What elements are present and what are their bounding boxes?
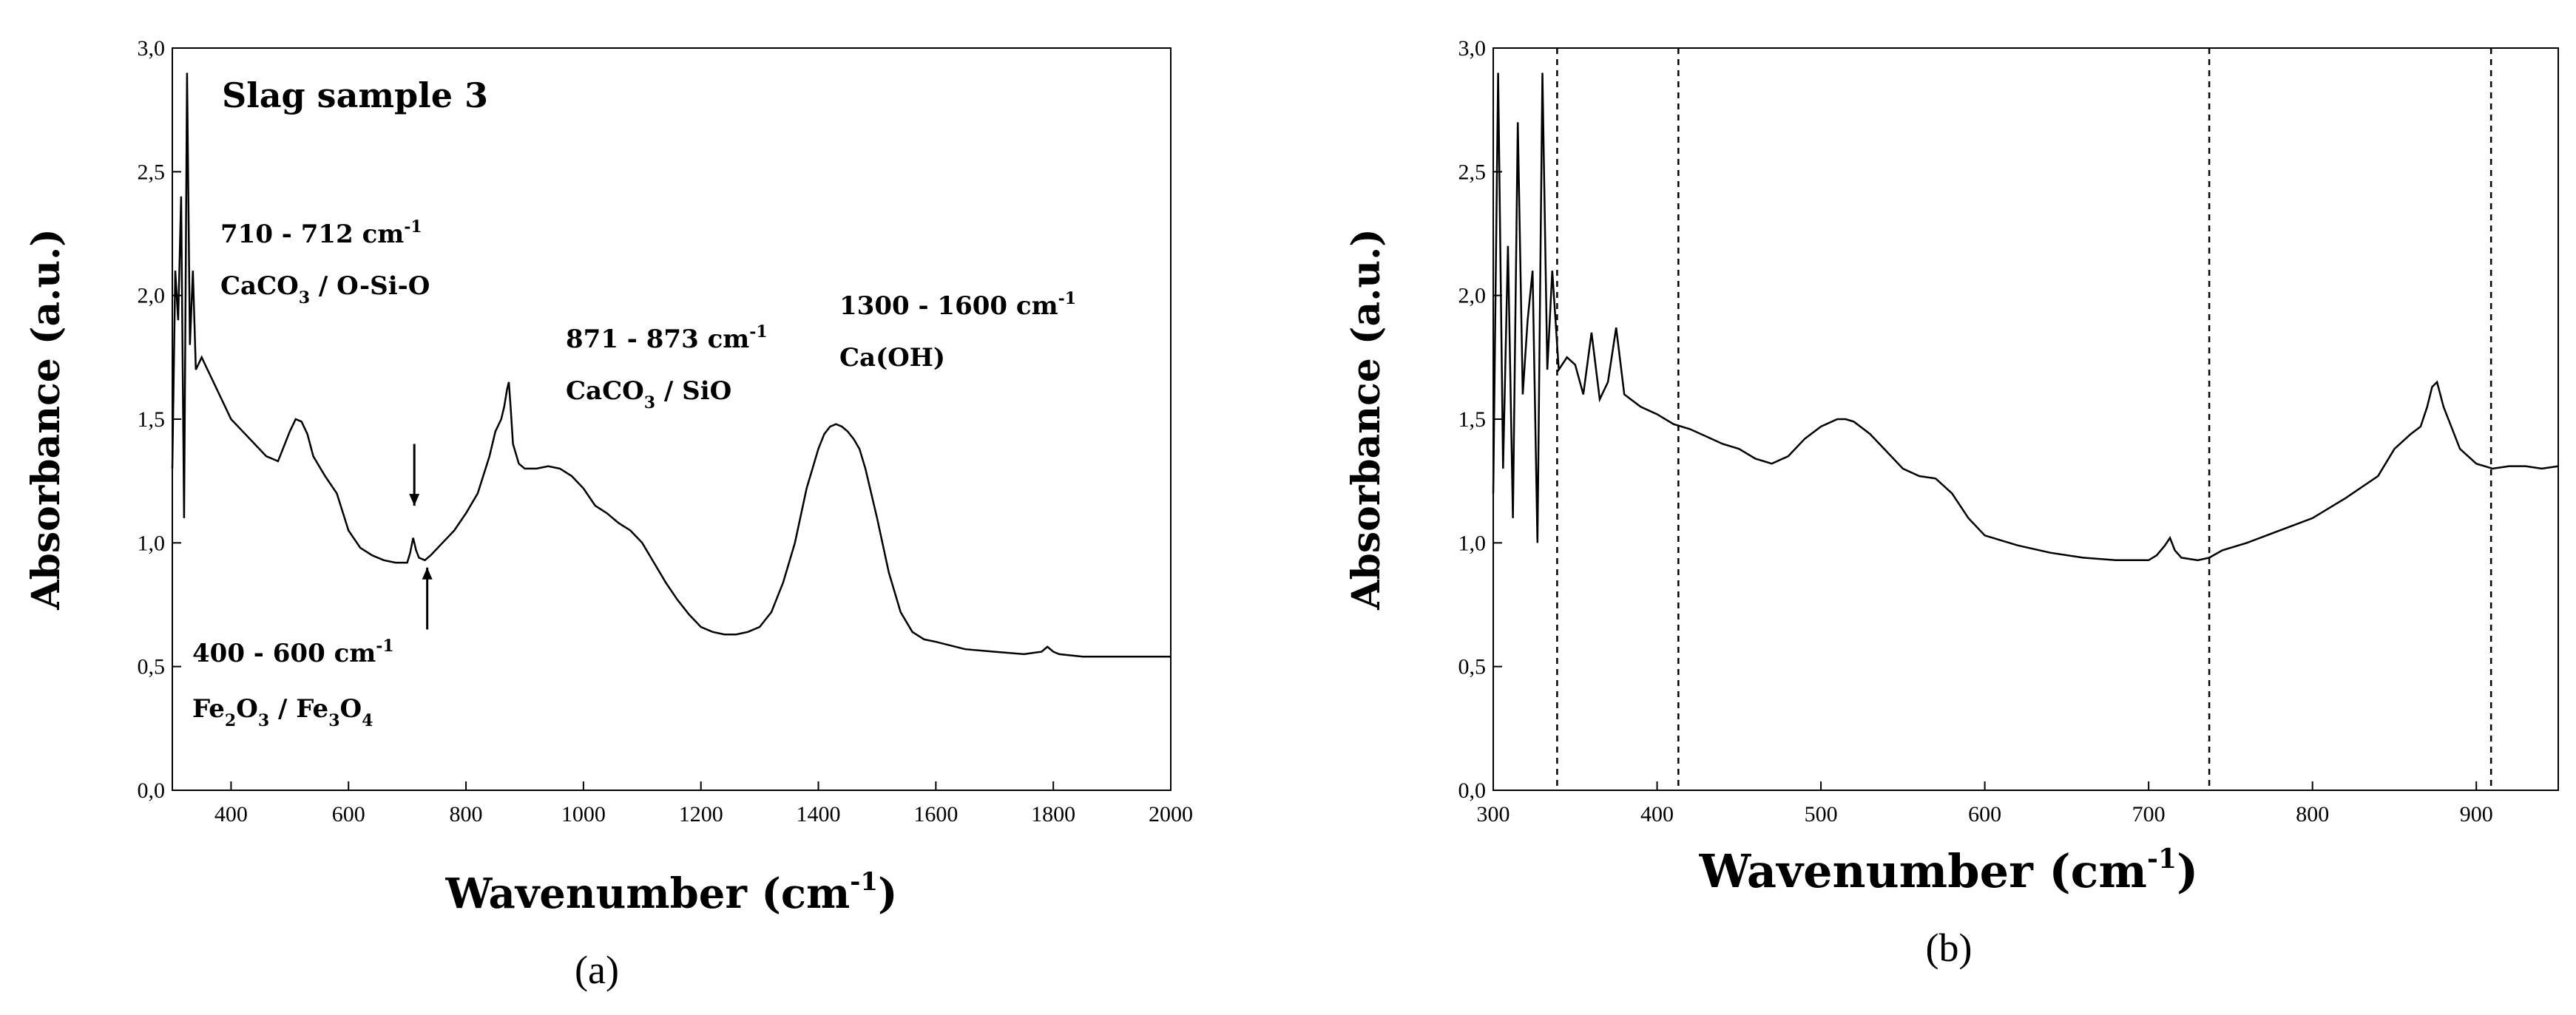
annotation-400-o: O bbox=[236, 694, 258, 724]
svg-text:CaCO3 / SiO: CaCO3 / SiO bbox=[566, 376, 731, 413]
annotation-1300-line1: 1300 - 1600 cm bbox=[839, 291, 1058, 321]
chart-b-x-tick-label: 300 bbox=[1477, 802, 1510, 826]
annotation-400-fe: Fe bbox=[192, 694, 225, 724]
annotation-1300-sup: -1 bbox=[1058, 289, 1076, 308]
chart-a-y-tick-label: 0,0 bbox=[138, 778, 166, 803]
annotation-400-sub1: 2 bbox=[225, 711, 236, 730]
chart-a: 0,0 0,5 1,0 1,5 2,0 2,5 3,0 400 600 800 1000 1200 1… bbox=[24, 36, 1193, 992]
chart-a-plot-frame bbox=[172, 47, 1172, 791]
chart-a-arrow-head bbox=[409, 494, 420, 506]
chart-a-annotation-710: 710 - 712 cm-1 CaCO3 / O-Si-O bbox=[220, 217, 430, 308]
chart-b-y-ticks: 0,0 0,5 1,0 1,5 2,0 2,5 3,0 bbox=[1458, 36, 1502, 803]
chart-a-y-tick-label: 2,5 bbox=[138, 160, 166, 184]
chart-b-y-tick-label: 2,5 bbox=[1458, 160, 1487, 184]
chart-a-x-axis-label-main: Wavenumber (cm bbox=[444, 869, 850, 918]
annotation-871-sup: -1 bbox=[749, 322, 767, 342]
chart-b-x-axis-label: Wavenumber (cm-1) bbox=[1699, 843, 2199, 898]
annotation-710-sup: -1 bbox=[404, 217, 422, 237]
chart-a-title: Slag sample 3 bbox=[222, 75, 488, 115]
chart-b-x-tick-label: 600 bbox=[1968, 802, 2001, 826]
annotation-400-o2: O bbox=[340, 694, 362, 724]
chart-b-y-tick-label: 3,0 bbox=[1458, 36, 1487, 61]
chart-b-x-tick-label: 700 bbox=[2132, 802, 2166, 826]
chart-a-annotation-1300: 1300 - 1600 cm-1 Ca(OH) bbox=[839, 289, 1076, 373]
chart-a-x-ticks: 400 600 800 1000 1200 1400 1600 1800 2000 bbox=[214, 781, 1193, 826]
chart-a-x-tick-label: 1600 bbox=[913, 802, 958, 826]
annotation-871-line2b: / SiO bbox=[655, 376, 731, 406]
chart-a-x-tick-label: 1400 bbox=[797, 802, 841, 826]
annotation-400-line1: 400 - 600 cm bbox=[192, 639, 376, 668]
svg-text:871 - 873 cm-1: 871 - 873 cm-1 bbox=[566, 322, 768, 354]
annotation-400-sub3: 3 bbox=[328, 711, 339, 730]
chart-a-y-axis-label: Absorbance (a.u.) bbox=[24, 228, 69, 611]
chart-b-reference-lines bbox=[1556, 48, 2492, 790]
annotation-400-sup: -1 bbox=[376, 637, 393, 656]
chart-a-x-axis-label: Wavenumber (cm-1) bbox=[444, 867, 897, 918]
annotation-1300-line2: Ca(OH) bbox=[839, 343, 945, 373]
chart-b-y-tick-label: 0,0 bbox=[1458, 778, 1487, 803]
chart-b-x-ticks: 300 400 500 600 700 800 900 bbox=[1477, 781, 2493, 826]
chart-a-arrow-head bbox=[422, 567, 433, 580]
chart-b-x-axis-label-sup: -1 bbox=[2147, 843, 2177, 875]
chart-b-x-tick-label: 400 bbox=[1640, 802, 1674, 826]
chart-b-series-line bbox=[1492, 72, 2559, 562]
chart-a-series-line bbox=[171, 72, 1171, 658]
annotation-871-line1: 871 - 873 cm bbox=[566, 325, 749, 354]
chart-b-x-tick-label: 900 bbox=[2460, 802, 2493, 826]
chart-a-annotation-400: 400 - 600 cm-1 Fe2O3 / Fe3O4 bbox=[192, 637, 394, 730]
svg-text:710 - 712 cm-1: 710 - 712 cm-1 bbox=[220, 217, 422, 249]
chart-a-annotation-871: 871 - 873 cm-1 CaCO3 / SiO bbox=[566, 322, 768, 413]
chart-b-x-axis-label-end: ) bbox=[2177, 844, 2198, 898]
chart-b-y-axis-label: Absorbance (a.u.) bbox=[1344, 228, 1389, 611]
annotation-400-sub4: 4 bbox=[362, 711, 373, 730]
chart-a-x-tick-label: 2000 bbox=[1149, 802, 1193, 826]
chart-a-x-tick-label: 1000 bbox=[561, 802, 606, 826]
panel-label-b: (b) bbox=[1926, 926, 1972, 970]
chart-b-x-axis-label-main: Wavenumber (cm bbox=[1699, 844, 2147, 898]
chart-a-y-tick-label: 0,5 bbox=[138, 655, 166, 679]
annotation-400-fe2: / Fe bbox=[269, 694, 328, 724]
chart-b-y-tick-label: 1,5 bbox=[1458, 407, 1487, 432]
annotation-710-line2b: / O-Si-O bbox=[310, 271, 430, 301]
annotation-710-sub: 3 bbox=[299, 288, 310, 308]
chart-a-x-tick-label: 1800 bbox=[1031, 802, 1075, 826]
chart-a-y-tick-label: 1,5 bbox=[138, 407, 166, 432]
chart-a-x-axis-label-sup: -1 bbox=[850, 867, 878, 897]
annotation-710-line2a: CaCO bbox=[220, 271, 299, 301]
chart-a-y-ticks: 0,0 0,5 1,0 1,5 2,0 2,5 3,0 bbox=[138, 36, 181, 803]
chart-b-x-tick-label: 800 bbox=[2296, 802, 2329, 826]
chart-b-y-tick-label: 2,0 bbox=[1458, 284, 1487, 308]
chart-a-y-tick-label: 1,0 bbox=[138, 531, 166, 555]
chart-a-x-tick-label: 400 bbox=[214, 802, 248, 826]
chart-a-x-axis-label-end: ) bbox=[878, 869, 898, 918]
chart-a-x-tick-label: 600 bbox=[332, 802, 365, 826]
chart-a-arrows bbox=[409, 444, 433, 630]
annotation-871-line2a: CaCO bbox=[566, 376, 644, 406]
chart-a-y-tick-label: 2,0 bbox=[138, 284, 166, 308]
annotation-710-line1: 710 - 712 cm bbox=[220, 220, 404, 249]
chart-b-x-tick-label: 500 bbox=[1805, 802, 1838, 826]
svg-text:Fe2O3 / Fe3O4: Fe2O3 / Fe3O4 bbox=[192, 694, 373, 730]
annotation-400-sub2: 3 bbox=[258, 711, 269, 730]
chart-b: 0,0 0,5 1,0 1,5 2,0 2,5 3,0 300 400 500 600 700 800… bbox=[1344, 36, 2559, 970]
chart-b-plot-frame bbox=[1492, 47, 2559, 791]
chart-a-y-tick-label: 3,0 bbox=[138, 36, 166, 61]
panel-label-a: (a) bbox=[575, 948, 619, 992]
chart-a-x-tick-label: 1200 bbox=[679, 802, 723, 826]
svg-text:400 - 600 cm-1: 400 - 600 cm-1 bbox=[192, 637, 394, 668]
svg-text:1300 - 1600 cm-1: 1300 - 1600 cm-1 bbox=[839, 289, 1076, 321]
chart-a-x-tick-label: 800 bbox=[450, 802, 483, 826]
chart-b-y-tick-label: 1,0 bbox=[1458, 531, 1487, 555]
svg-text:CaCO3 / O-Si-O: CaCO3 / O-Si-O bbox=[220, 271, 430, 308]
chart-b-y-tick-label: 0,5 bbox=[1458, 655, 1487, 679]
annotation-871-sub: 3 bbox=[644, 393, 655, 413]
